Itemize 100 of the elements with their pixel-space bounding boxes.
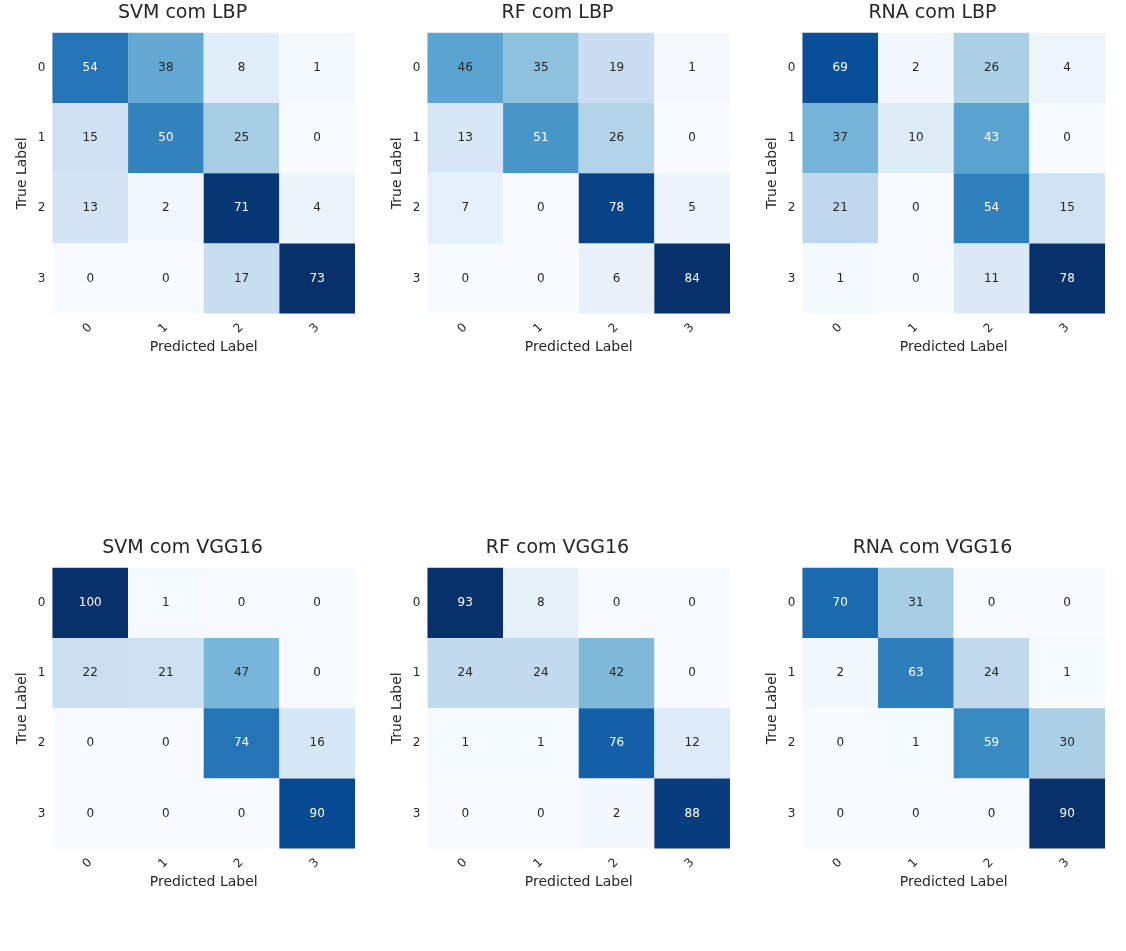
data-label: 0 [162,270,170,285]
x-axis-title: Predicted Label [149,873,258,890]
data-label: 16 [309,735,325,750]
data-label: 0 [1063,595,1071,610]
data-label: 50 [158,130,174,145]
chart-title: SVM com LBP [117,0,248,23]
data-label: 8 [537,595,545,610]
data-label: 0 [461,270,470,285]
y-tick-label: 2 [787,735,796,750]
y-tick-label: 3 [37,805,46,820]
data-label: 24 [457,665,473,680]
x-tick-label: 2 [605,855,621,871]
x-axis-title: Predicted Label [149,338,258,355]
data-label: 93 [457,595,473,610]
y-tick-label: 3 [787,270,796,285]
data-label: 51 [533,130,549,145]
y-tick-label: 0 [37,595,46,610]
data-label: 1 [1063,665,1071,680]
data-label: 0 [162,735,170,750]
data-label: 0 [537,270,545,285]
data-label: 0 [86,270,95,285]
data-label: 0 [86,735,95,750]
x-tick-label: 1 [904,855,921,871]
x-tick-label: 0 [829,855,845,871]
data-label: 13 [82,200,98,215]
y-axis-title: True Label [388,672,405,746]
x-axis-title: Predicted Label [524,873,633,890]
y-tick-label: 1 [412,130,421,145]
data-label: 1 [461,735,470,750]
data-label: 0 [688,130,696,145]
x-tick-label: 3 [681,855,697,871]
x-tick-label: 3 [1056,855,1072,871]
y-tick-label: 0 [37,60,46,75]
x-tick-label: 1 [154,320,171,336]
y-tick-label: 0 [787,60,796,75]
y-tick-label: 2 [37,200,46,215]
data-label: 0 [237,805,246,820]
y-axis-title: True Label [13,137,30,211]
data-label: 15 [82,130,98,145]
y-tick-label: 2 [787,200,796,215]
y-axis-title: True Label [763,137,780,211]
data-label: 71 [233,200,250,215]
data-label: 0 [912,200,920,215]
x-tick-label: 2 [980,855,996,871]
data-label: 2 [912,60,920,75]
x-tick-label: 0 [454,320,470,336]
data-label: 17 [233,270,250,285]
data-label: 0 [912,270,920,285]
data-label: 84 [684,270,700,285]
data-label: 1 [912,735,920,750]
data-label: 0 [987,595,996,610]
data-label: 15 [1059,200,1075,215]
x-tick-label: 1 [154,855,171,871]
data-label: 0 [836,735,845,750]
data-label: 4 [1063,60,1071,75]
data-label: 88 [684,805,700,820]
y-tick-label: 1 [787,665,796,680]
data-label: 11 [983,270,1000,285]
y-tick-label: 2 [412,200,421,215]
data-label: 2 [162,200,170,215]
data-label: 4 [313,200,321,215]
data-label: 46 [457,60,473,75]
data-label: 0 [313,595,321,610]
data-label: 76 [608,735,625,750]
data-label: 13 [457,130,473,145]
x-tick-label: 0 [79,855,95,871]
data-label: 42 [608,665,625,680]
y-tick-label: 1 [412,665,421,680]
data-label: 30 [1059,735,1075,750]
y-tick-label: 1 [37,130,46,145]
x-axis-title: Predicted Label [899,873,1008,890]
x-tick-label: 3 [306,320,322,336]
data-label: 5 [688,200,696,215]
data-label: 0 [912,805,920,820]
y-axis-title: True Label [763,672,780,746]
y-tick-label: 2 [412,735,421,750]
data-label: 0 [313,130,321,145]
data-label: 21 [158,665,174,680]
data-label: 0 [537,805,545,820]
chart-title: RNA com VGG16 [852,535,1013,558]
data-label: 59 [983,735,1000,750]
y-tick-label: 1 [37,665,46,680]
data-label: 37 [832,130,848,145]
data-label: 1 [313,60,321,75]
data-label: 69 [832,60,848,75]
y-tick-label: 3 [412,270,421,285]
data-label: 70 [832,595,848,610]
data-label: 6 [612,270,621,285]
data-label: 0 [86,805,95,820]
x-tick-label: 0 [79,320,95,336]
data-label: 24 [533,665,549,680]
data-label: 63 [908,665,924,680]
x-tick-label: 2 [230,320,246,336]
data-label: 0 [688,595,696,610]
data-label: 21 [832,200,848,215]
data-label: 90 [1059,805,1075,820]
y-axis-title: True Label [388,137,405,211]
chart-title: RF com VGG16 [485,535,630,558]
data-label: 43 [983,130,1000,145]
data-label: 35 [533,60,549,75]
